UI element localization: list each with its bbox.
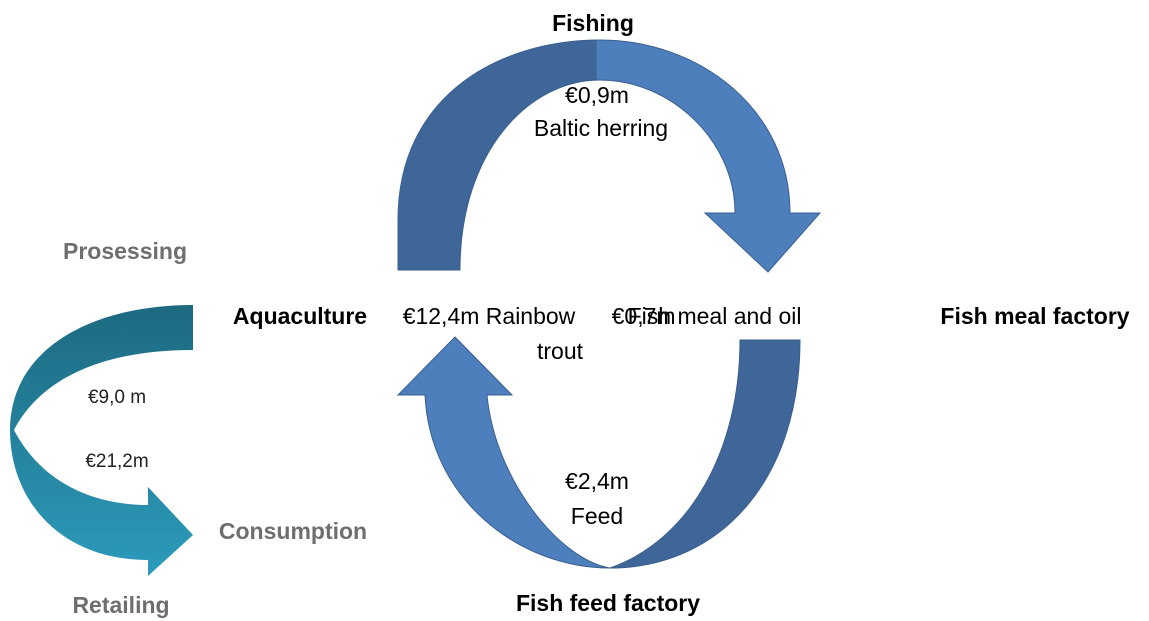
flow-product: trout: [537, 338, 584, 364]
flow-value: €9,0 m: [88, 387, 146, 408]
node-label: Consumption: [219, 518, 367, 544]
arrow-meal-to-aquaculture: [396, 336, 801, 569]
node-label: Fish meal factory: [940, 303, 1129, 329]
flow-product: Fish meal and oil: [628, 303, 802, 329]
flow-value: €2,4m: [565, 468, 629, 494]
flow-product: Baltic herring: [534, 115, 668, 141]
arrow-processing-to-consumption: [10, 305, 193, 576]
arrow-fishing-to-meal: [397, 39, 822, 273]
node-label: Retailing: [72, 592, 169, 618]
node-label: Aquaculture: [233, 303, 367, 329]
node-label: Prosessing: [63, 238, 187, 264]
node-label: Fish feed factory: [516, 590, 700, 616]
flow-value: €21,2m: [85, 451, 148, 472]
flow-value: €12,4m Rainbow: [403, 303, 576, 329]
flow-product: Feed: [571, 503, 623, 529]
flow-value: €0,9m: [565, 82, 629, 108]
node-label: Fishing: [552, 10, 634, 36]
flow-value: €0,7m: [612, 303, 676, 329]
